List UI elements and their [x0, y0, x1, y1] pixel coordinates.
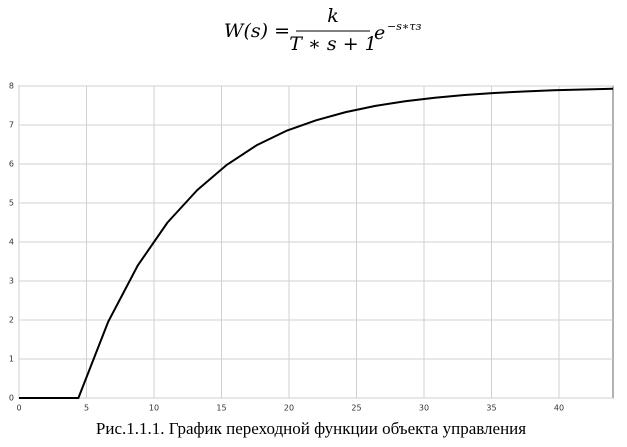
x-tick-label: 20: [284, 404, 294, 413]
y-tick-label: 6: [9, 160, 14, 169]
x-tick-label: 25: [351, 404, 361, 413]
formula-denominator: T ∗ s + 1: [289, 33, 377, 55]
x-tick-label: 30: [419, 404, 429, 413]
x-tick-label: 10: [149, 404, 159, 413]
y-tick-label: 8: [9, 82, 14, 91]
x-tick-label: 35: [486, 404, 496, 413]
formula-lhs: W(s) =: [224, 20, 290, 42]
y-tick-label: 3: [9, 277, 14, 286]
caption: Рис.1.1.1. График переходной функции объ…: [96, 419, 526, 438]
formula-base: e: [374, 22, 385, 44]
y-tick-label: 4: [9, 238, 14, 247]
y-tick-label: 5: [9, 199, 14, 208]
x-tick-label: 5: [84, 404, 89, 413]
x-tick-label: 0: [16, 404, 21, 413]
x-tick-label: 15: [216, 404, 226, 413]
formula-exponent: −s∗τз: [387, 20, 421, 33]
formula-numerator: k: [327, 5, 339, 27]
y-tick-label: 7: [9, 121, 14, 130]
line-series: [19, 87, 614, 399]
y-tick-label: 1: [9, 355, 14, 364]
x-tick-label: 40: [554, 404, 564, 413]
y-tick-label: 2: [9, 316, 14, 325]
y-tick-label: 0: [9, 394, 14, 403]
